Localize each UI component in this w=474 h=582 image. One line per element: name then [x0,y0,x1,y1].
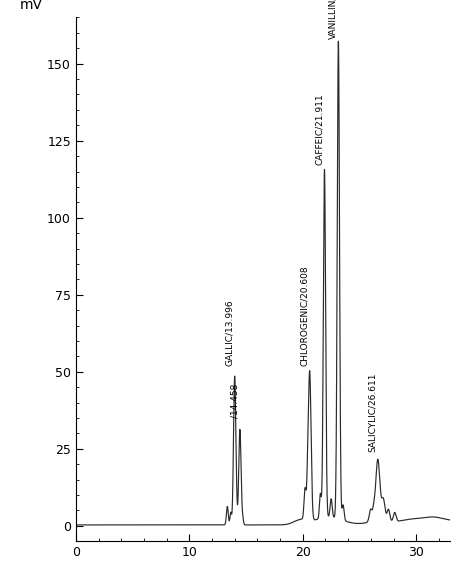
Text: CAFFEIC/21.911: CAFFEIC/21.911 [315,94,324,165]
Text: VANILLIN/23.137: VANILLIN/23.137 [329,0,338,39]
Text: CHLOROGENIC/20.608: CHLOROGENIC/20.608 [300,265,309,365]
Text: /14.458: /14.458 [231,384,240,418]
Y-axis label: mV: mV [19,0,42,12]
Text: SALICYLIC/26.611: SALICYLIC/26.611 [368,372,377,452]
Text: GALLIC/13.996: GALLIC/13.996 [225,299,234,365]
